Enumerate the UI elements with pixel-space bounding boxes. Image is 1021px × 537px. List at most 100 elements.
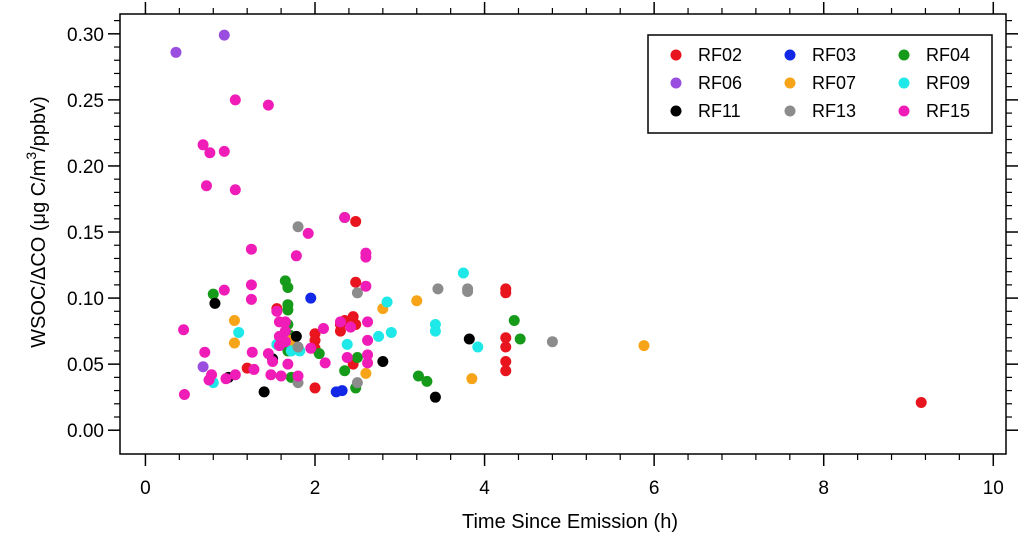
data-point-rf13 (351, 287, 363, 299)
data-point-rf09 (381, 296, 393, 308)
data-point-rf15 (245, 279, 257, 291)
data-point-rf15 (279, 316, 291, 328)
data-point-rf15 (334, 316, 346, 328)
data-point-rf13 (462, 285, 474, 297)
legend-marker (784, 105, 796, 117)
data-point-rf15 (271, 305, 283, 317)
data-point-rf13 (546, 336, 558, 348)
x-tick-label: 10 (983, 478, 1004, 499)
legend-marker (670, 77, 682, 89)
legend-marker (898, 77, 910, 89)
legend-marker (670, 49, 682, 61)
y-axis-title-superscript: 3 (23, 152, 39, 160)
data-point-rf02 (500, 365, 512, 377)
data-point-rf15 (341, 352, 353, 364)
legend-box (647, 34, 993, 134)
data-point-rf04 (207, 288, 219, 300)
legend-label: RF11 (698, 101, 741, 121)
y-axis-title-part: CO ( (28, 224, 50, 267)
data-point-rf15 (292, 370, 304, 382)
legend-marker (784, 77, 796, 89)
y-axis-title: WSOC/ΔCO (μg C/m3/ppbv) (23, 96, 50, 348)
data-point-rf15 (362, 357, 374, 369)
data-point-rf09 (385, 326, 397, 338)
legend-label: RF09 (926, 73, 970, 93)
data-point-rf09 (429, 325, 441, 337)
data-point-rf02 (915, 396, 927, 408)
data-point-rf15 (265, 369, 277, 381)
legend-label: RF07 (812, 73, 856, 93)
data-point-rf04 (313, 348, 325, 360)
y-tick-label: 0.10 (67, 289, 104, 310)
legend-marker (670, 105, 682, 117)
data-point-rf04 (514, 333, 526, 345)
data-point-rf15 (282, 358, 294, 370)
data-point-rf15 (345, 321, 357, 333)
x-tick-label: 6 (649, 478, 660, 499)
data-point-rf04 (508, 315, 520, 327)
data-point-rf04 (339, 365, 351, 377)
data-point-rf11 (463, 333, 475, 345)
data-point-rf02 (350, 215, 362, 227)
data-point-rf09 (457, 267, 469, 279)
y-tick-label: 0.05 (67, 355, 104, 376)
x-tick-label: 8 (818, 478, 829, 499)
data-point-rf13 (292, 341, 304, 353)
plot-frame (119, 13, 1007, 455)
data-point-rf15 (305, 342, 317, 354)
data-point-rf02 (350, 276, 362, 288)
data-point-rf04 (412, 370, 424, 382)
data-point-rf15 (178, 389, 190, 401)
legend-label: RF15 (926, 101, 970, 121)
data-point-rf15 (200, 180, 212, 192)
data-point-rf15 (248, 363, 260, 375)
y-axis-title-part: WSOC/ (28, 280, 50, 348)
data-point-rf15 (245, 293, 257, 305)
data-point-rf04 (421, 375, 433, 387)
data-point-rf11 (258, 386, 270, 398)
data-point-rf15 (220, 373, 232, 385)
data-point-rf15 (302, 227, 314, 239)
data-point-rf15 (218, 145, 230, 157)
data-point-rf03 (305, 292, 317, 304)
legend-label: RF13 (812, 101, 856, 121)
data-point-rf15 (246, 346, 258, 358)
y-axis-title-part: /ppbv) (28, 96, 50, 152)
y-axis-title-part: g C/m (28, 160, 50, 213)
data-point-rf09 (472, 341, 484, 353)
data-point-rf02 (500, 341, 512, 353)
data-point-rf02 (500, 287, 512, 299)
legend-label: RF02 (698, 45, 742, 65)
y-tick-label: 0.30 (67, 25, 104, 46)
data-point-rf15 (362, 334, 374, 346)
data-point-rf15 (290, 250, 302, 262)
data-point-rf06 (197, 361, 209, 373)
legend-marker (784, 49, 796, 61)
y-tick-label: 0.00 (67, 421, 104, 442)
data-point-rf04 (282, 282, 294, 294)
data-point-rf15 (197, 139, 209, 151)
data-point-rf15 (360, 280, 372, 292)
data-point-rf15 (262, 99, 274, 111)
x-tick-label: 2 (310, 478, 321, 499)
data-point-rf15 (279, 325, 291, 337)
data-point-rf02 (500, 332, 512, 344)
data-point-rf11 (377, 356, 389, 368)
data-point-rf07 (228, 315, 240, 327)
y-tick-label: 0.25 (67, 91, 104, 112)
data-point-rf13 (432, 283, 444, 295)
data-point-rf15 (178, 324, 190, 336)
data-point-rf06 (170, 46, 182, 58)
data-point-rf07 (411, 295, 423, 307)
data-point-rf04 (351, 352, 363, 364)
x-tick-label: 0 (140, 478, 151, 499)
x-axis-title: Time Since Emission (h) (462, 511, 678, 533)
data-points (170, 29, 927, 408)
data-point-rf13 (292, 221, 304, 233)
data-point-rf07 (638, 340, 650, 352)
data-point-rf15 (319, 357, 331, 369)
data-point-rf15 (229, 184, 241, 196)
data-point-rf15 (229, 94, 241, 106)
data-point-rf15 (229, 369, 241, 381)
